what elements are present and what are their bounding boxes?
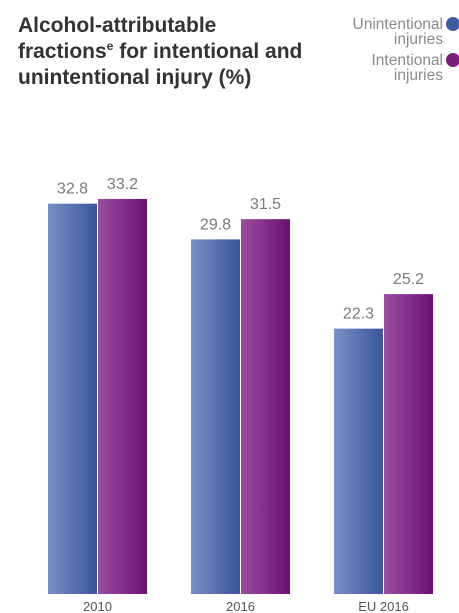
chart-title-line-3: unintentional injury (%)	[18, 66, 251, 89]
data-label-s1-c1: 31.5	[250, 196, 281, 213]
bar-s1-c1	[241, 219, 290, 594]
x-tick-label-1: 2016	[226, 599, 255, 613]
legend-label-1-line-0: Intentional	[371, 52, 443, 69]
chart-title-line-1: Alcohol-attributable	[18, 14, 216, 37]
chart-title-superscript: e	[107, 39, 114, 53]
chart-title-line-2-main: fractions	[18, 40, 107, 63]
data-label-s0-c2: 22.3	[343, 306, 374, 323]
legend-label-0-line-1: injuries	[394, 31, 443, 48]
data-label-s1-c2: 25.2	[393, 271, 424, 288]
chart-title: Alcohol-attributable fractionse for inte…	[18, 14, 308, 89]
data-label-s0-c0: 32.8	[57, 181, 88, 198]
legend-label-1-line-1: injuries	[394, 67, 443, 84]
bar-s0-c2	[334, 328, 383, 594]
bar-s0-c0	[48, 203, 97, 594]
data-label-s1-c0: 33.2	[107, 176, 138, 193]
x-tick-label-0: 2010	[83, 599, 112, 613]
bar-s0-c1	[191, 239, 240, 594]
bar-s1-c2	[384, 294, 433, 594]
legend-marker-1	[446, 53, 459, 67]
bar-s1-c0	[98, 198, 147, 595]
x-tick-label-2: EU 2016	[358, 599, 409, 613]
data-label-s0-c1: 29.8	[200, 216, 231, 233]
data-labels: 32.8 33.2 29.8 31.5 22.3 25.2	[57, 176, 424, 323]
legend-label-0-line-0: Unintentional	[353, 16, 443, 33]
chart-title-line-2-rest: for intentional and	[113, 40, 302, 63]
x-axis-ticks: 2010 2016 EU 2016	[83, 599, 409, 613]
legend-marker-0	[446, 17, 459, 31]
bars	[48, 198, 433, 595]
chart-title-line-2: fractionse for intentional and	[18, 39, 302, 63]
